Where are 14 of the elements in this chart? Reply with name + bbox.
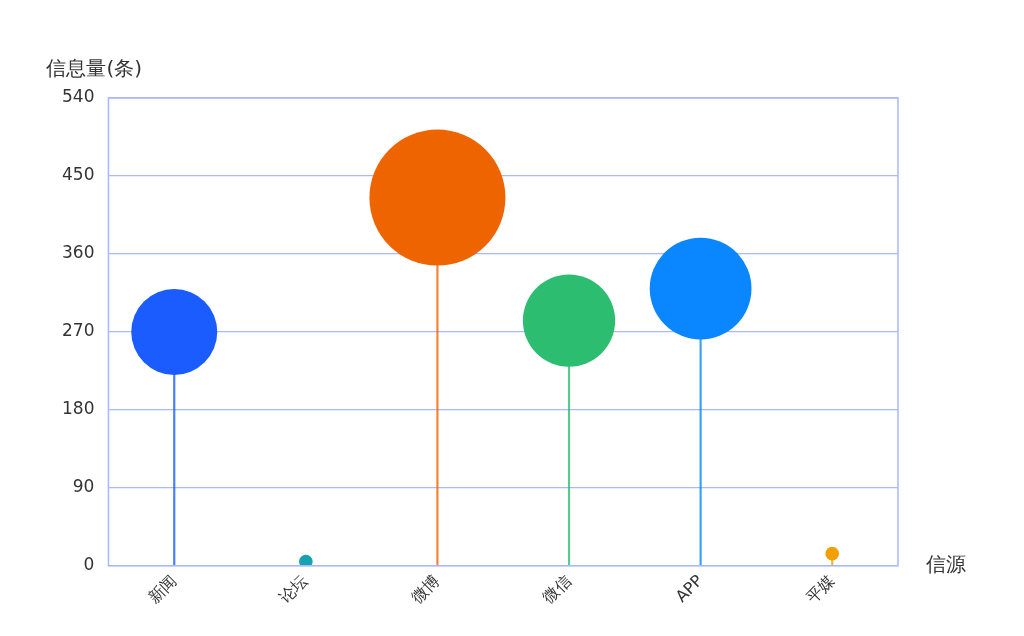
x-tick-label: 微博 <box>407 570 444 607</box>
x-tick-label: 微信 <box>538 570 575 607</box>
y-tick-label: 450 <box>61 164 95 185</box>
x-tick-label: 平媒 <box>801 570 838 607</box>
y-tick-label: 180 <box>61 398 95 419</box>
x-axis-title: 信源 <box>926 552 966 576</box>
y-axis-title: 信息量(条) <box>46 56 143 81</box>
y-tick-label: 270 <box>61 320 95 341</box>
y-tick-label: 0 <box>83 554 95 575</box>
x-tick-label: 新闻 <box>143 570 181 607</box>
y-tick-label: 90 <box>72 476 95 497</box>
y-tick-label: 540 <box>61 86 95 107</box>
x-tick-label: 论坛 <box>275 570 312 607</box>
y-tick-label: 360 <box>61 242 95 263</box>
